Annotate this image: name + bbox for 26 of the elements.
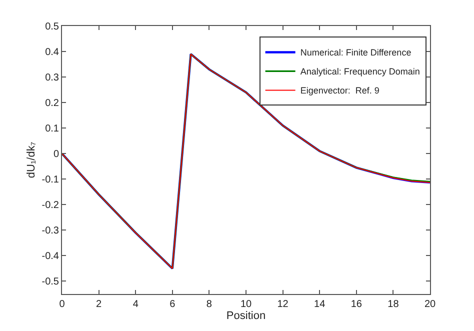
x-tick-label: 12 (277, 299, 289, 310)
legend-label: Eigenvector: Ref. 9 (300, 86, 380, 96)
x-tick-label: 10 (240, 299, 252, 310)
y-tick-label: 0.2 (45, 98, 60, 110)
y-axis-title: dU₁/dk₇ (25, 142, 38, 178)
y-tick-label: 0.4 (45, 47, 60, 58)
y-tick-label: -0.4 (42, 251, 60, 262)
y-tick-label: 0.3 (45, 72, 60, 84)
y-tick-label: 0 (53, 149, 60, 160)
y-tick-label: 0.1 (45, 124, 60, 135)
x-tick-label: 20 (424, 299, 436, 310)
x-tick-label: 2 (96, 299, 102, 310)
y-tick-label: -0.5 (42, 276, 60, 288)
y-tick-label: -0.3 (42, 226, 60, 237)
y-tick-label: -0.1 (42, 174, 60, 186)
x-axis-title: Position (226, 310, 266, 322)
y-tick-label: 0.5 (45, 22, 60, 32)
y-tick-label: -0.2 (42, 200, 60, 212)
x-tick-label: 4 (132, 299, 139, 310)
x-tick-label: 18 (388, 299, 400, 310)
x-tick-label: 14 (314, 299, 326, 310)
x-tick-label: 16 (350, 299, 362, 310)
x-tick-label: 6 (170, 299, 176, 310)
legend-label: Analytical: Frequency Domain (300, 66, 420, 77)
legend-label: Numerical: Finite Difference (300, 48, 412, 58)
x-tick-label: 8 (206, 299, 212, 310)
